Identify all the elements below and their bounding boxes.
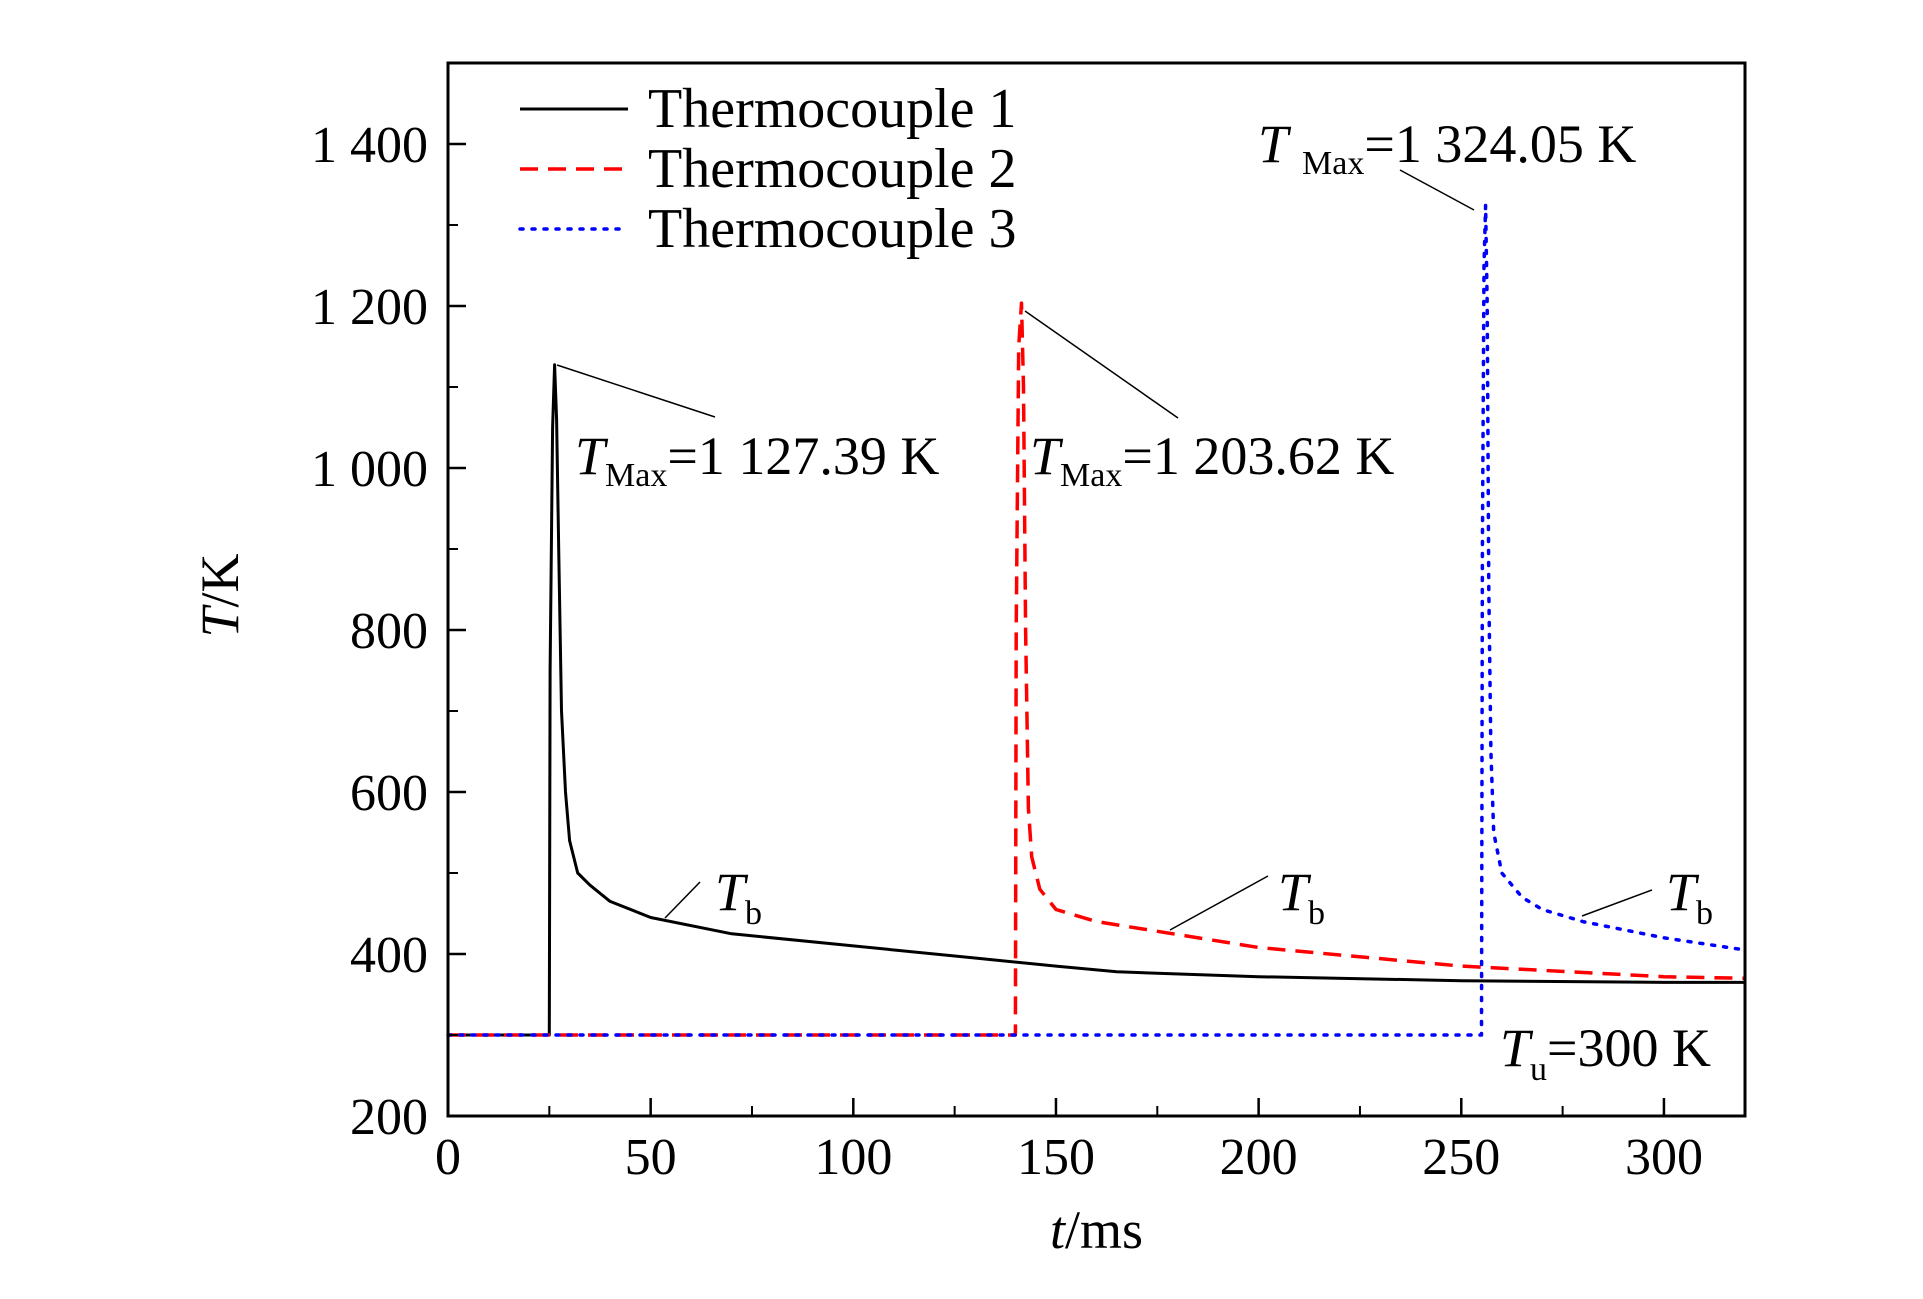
annotation-tmax-2: TMax=1 203.62 K (1030, 426, 1394, 494)
y-axis-unit: /K (190, 553, 250, 607)
x-tick-label: 0 (435, 1129, 461, 1186)
y-tick-label: 1 200 (311, 279, 428, 336)
leader-tmax-1 (556, 364, 716, 418)
annotation-tb-3: Tb (1666, 862, 1713, 932)
x-axis-var: t (1050, 1200, 1067, 1260)
y-axis-title: T/K (190, 553, 250, 637)
x-tick-label: 50 (625, 1129, 677, 1186)
plot-frame (446, 61, 1747, 1118)
y-tick-label: 800 (350, 603, 428, 660)
ticks-layer: 0 50 100 150 200 250 300 200 400 600 800 1 000 1 200… (311, 117, 1703, 1186)
leader-tmax-2 (1024, 310, 1179, 419)
legend-label-thermocouple-3: Thermocouple 3 (648, 198, 1017, 260)
y-axis-var: T (190, 604, 250, 638)
annotation-tb-1: Tb (715, 862, 762, 932)
x-axis-unit: /ms (1065, 1200, 1143, 1260)
y-tick-label: 1 400 (311, 117, 428, 174)
annotation-tmax-3: T Max=1 324.05 K (1258, 114, 1636, 182)
annotation-tu: Tu=300 K (1500, 1018, 1711, 1088)
leader-tb-3 (1581, 889, 1653, 917)
annotation-leaders (556, 169, 1653, 931)
annotation-tmax-1: TMax=1 127.39 K (575, 426, 939, 494)
series-line-thermocouple-3 (446, 203, 1747, 1037)
legend-label-thermocouple-2: Thermocouple 2 (648, 138, 1017, 200)
leader-tb-1 (664, 881, 701, 919)
x-tick-label: 200 (1220, 1129, 1298, 1186)
x-tick-label: 300 (1625, 1129, 1703, 1186)
legend-label-thermocouple-1: Thermocouple 1 (648, 78, 1017, 140)
y-tick-label: 1 000 (311, 441, 428, 498)
x-tick-label: 150 (1017, 1129, 1095, 1186)
leader-tmax-3 (1399, 169, 1475, 211)
x-axis-title: t/ms (1050, 1200, 1143, 1260)
y-tick-label: 200 (350, 1089, 428, 1146)
leader-tb-2 (1169, 875, 1269, 931)
y-tick-label: 600 (350, 765, 428, 822)
series-line-thermocouple-1 (448, 363, 1745, 1037)
series-layer (446, 203, 1747, 1037)
y-tick-label: 400 (350, 927, 428, 984)
annotation-tb-2: Tb (1278, 862, 1325, 932)
x-tick-label: 100 (814, 1129, 892, 1186)
series-line-thermocouple-2 (448, 301, 1746, 1037)
legend: Thermocouple 1 Thermocouple 2 Thermocoup… (518, 78, 1017, 260)
x-tick-label: 250 (1422, 1129, 1500, 1186)
